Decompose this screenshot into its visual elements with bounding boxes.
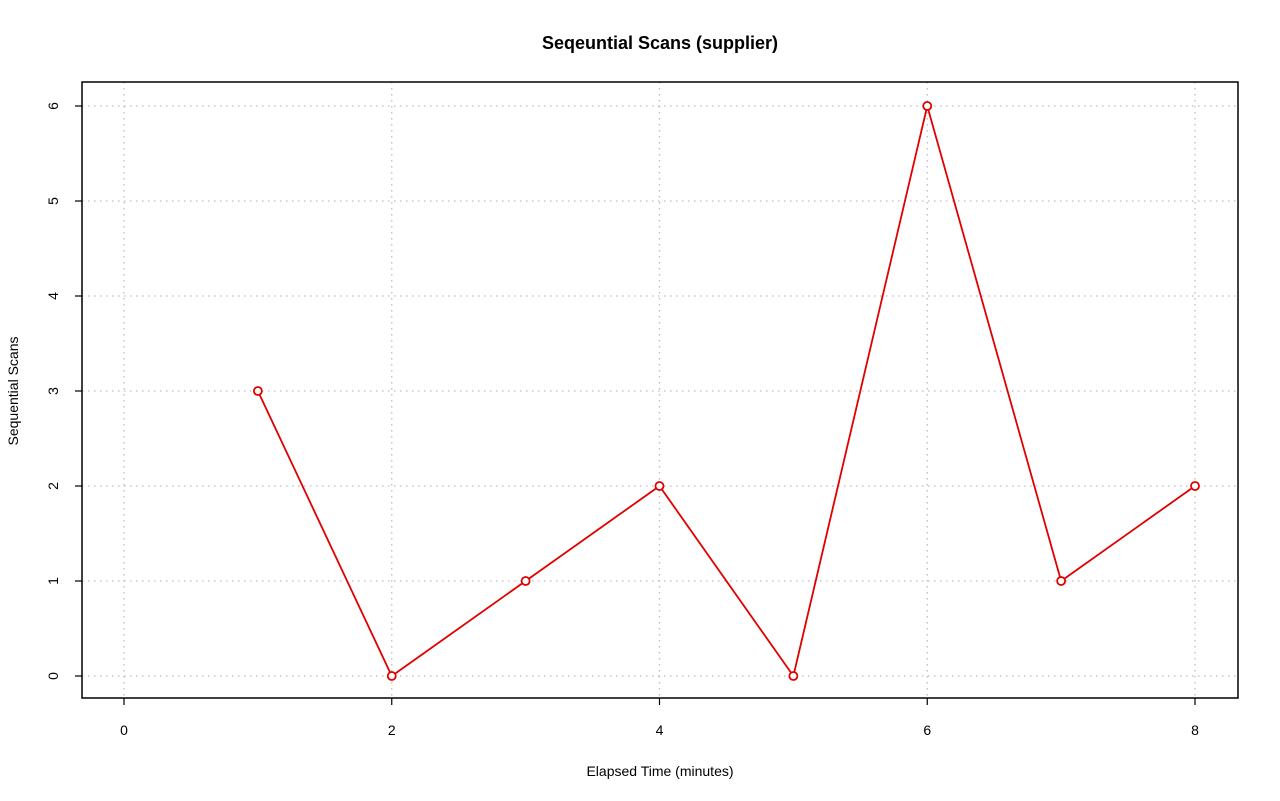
data-point — [654, 481, 665, 491]
plot-frame — [81, 81, 1239, 699]
data-point — [252, 386, 263, 396]
y-tick-label: 5 — [45, 197, 61, 205]
y-tick-label: 4 — [45, 292, 61, 300]
grid — [82, 82, 1238, 698]
x-tick-label: 6 — [923, 722, 931, 738]
y-tick-label: 3 — [45, 387, 61, 395]
y-tick-label: 1 — [45, 577, 61, 585]
series-line — [257, 102, 1196, 679]
x-tick-label: 8 — [1191, 722, 1199, 738]
data-point — [1056, 576, 1067, 586]
chart-title: Seqeuntial Scans (supplier) — [542, 33, 778, 53]
data-point — [1190, 481, 1200, 491]
data-point — [386, 671, 397, 681]
x-tick-label: 0 — [120, 722, 128, 738]
y-tick-label: 0 — [45, 672, 61, 680]
x-tick-label: 2 — [388, 722, 396, 738]
y-tick-label: 6 — [45, 102, 61, 110]
data-point — [520, 576, 531, 586]
data-point — [922, 101, 933, 111]
series-layer — [252, 101, 1200, 681]
data-point — [788, 671, 799, 681]
axes: 0 2 4 6 8 0 1 2 3 4 5 6 — [45, 102, 1199, 738]
y-axis-label: Sequential Scans — [5, 337, 21, 446]
y-tick-label: 2 — [45, 482, 61, 490]
x-axis-label: Elapsed Time (minutes) — [586, 763, 733, 779]
x-tick-label: 4 — [656, 722, 664, 738]
